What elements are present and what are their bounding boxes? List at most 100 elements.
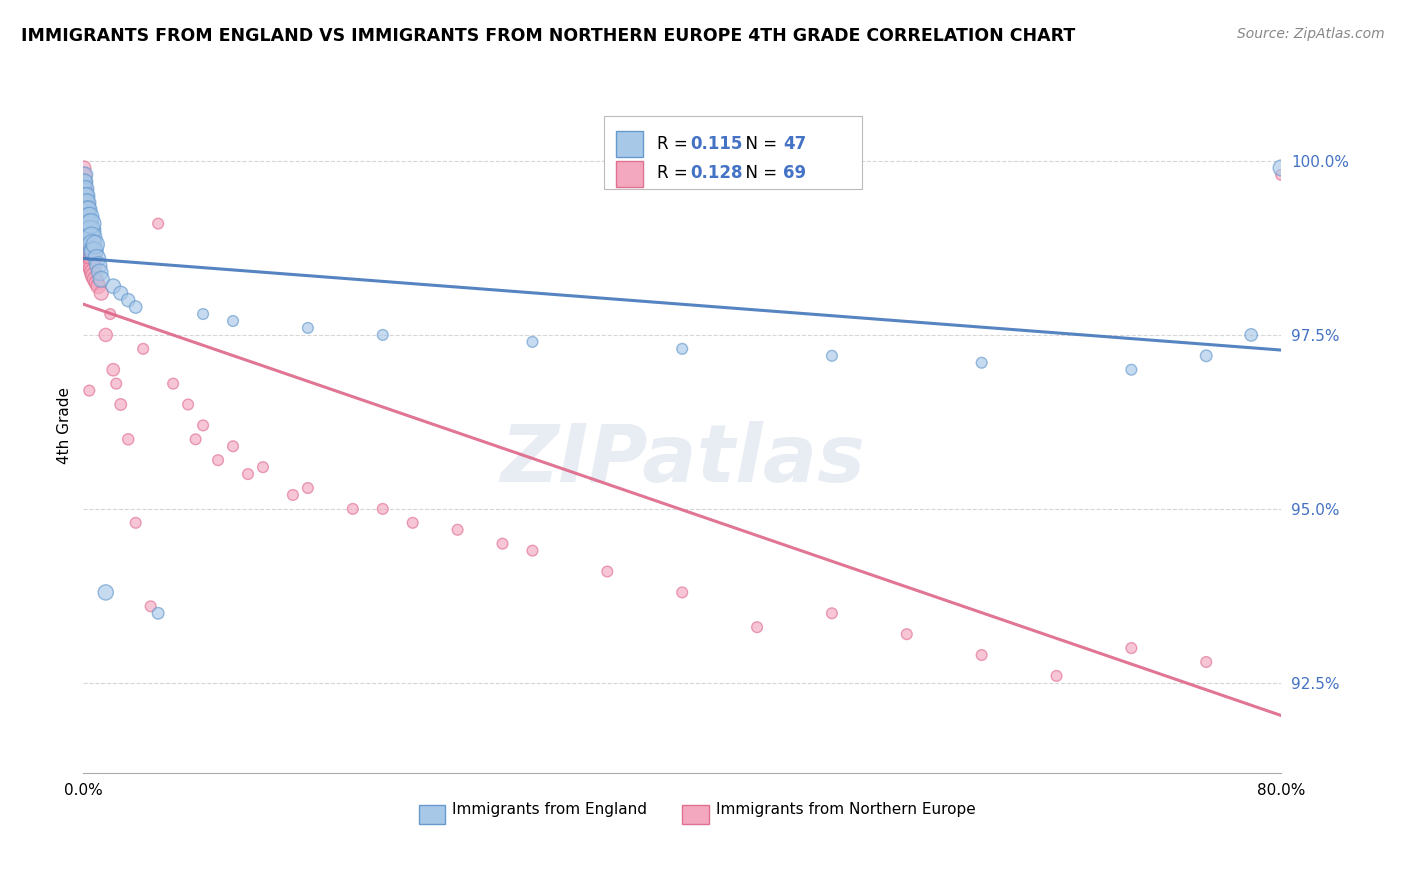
- Point: [77, 237, 100, 252]
- Point: [84, 237, 107, 252]
- Point: [76, 195, 98, 210]
- Point: [105, 376, 128, 391]
- Text: R =: R =: [657, 164, 693, 183]
- Point: [103, 362, 125, 376]
- FancyBboxPatch shape: [682, 805, 709, 824]
- Point: [745, 620, 768, 634]
- Point: [90, 286, 112, 301]
- Point: [75, 210, 97, 224]
- Point: [77, 234, 100, 248]
- Point: [522, 543, 544, 558]
- Point: [177, 397, 200, 411]
- Point: [79, 248, 101, 262]
- Point: [73, 175, 96, 189]
- Point: [94, 585, 117, 599]
- Point: [98, 307, 121, 321]
- Point: [402, 516, 425, 530]
- Text: 69: 69: [783, 164, 806, 183]
- Point: [76, 217, 98, 231]
- Point: [77, 217, 100, 231]
- Point: [76, 213, 98, 227]
- Point: [77, 217, 100, 231]
- Point: [75, 206, 97, 220]
- Point: [191, 307, 214, 321]
- Point: [79, 244, 101, 259]
- Point: [87, 258, 110, 272]
- Text: ZIPatlas: ZIPatlas: [499, 421, 865, 500]
- Point: [110, 286, 132, 301]
- Point: [970, 356, 993, 370]
- FancyBboxPatch shape: [605, 116, 862, 189]
- Point: [79, 210, 101, 224]
- Point: [80, 217, 103, 231]
- Point: [222, 314, 245, 328]
- Point: [77, 384, 100, 398]
- Point: [90, 272, 112, 286]
- Point: [103, 279, 125, 293]
- Point: [82, 261, 104, 276]
- Point: [970, 648, 993, 662]
- Point: [75, 188, 97, 202]
- Point: [1240, 327, 1263, 342]
- Point: [77, 227, 100, 241]
- Point: [146, 607, 169, 621]
- Point: [75, 182, 97, 196]
- Point: [297, 481, 319, 495]
- Point: [80, 258, 103, 272]
- Point: [75, 202, 97, 217]
- Point: [821, 349, 844, 363]
- Point: [83, 244, 105, 259]
- Point: [75, 175, 97, 189]
- Text: N =: N =: [735, 135, 782, 153]
- Point: [84, 272, 107, 286]
- Point: [79, 241, 101, 255]
- Y-axis label: 4th Grade: 4th Grade: [58, 387, 72, 464]
- Point: [73, 182, 96, 196]
- Point: [77, 252, 100, 266]
- Point: [371, 327, 394, 342]
- Point: [671, 585, 693, 599]
- FancyBboxPatch shape: [419, 805, 446, 824]
- Point: [522, 334, 544, 349]
- Point: [446, 523, 468, 537]
- Point: [80, 223, 103, 237]
- Point: [252, 460, 274, 475]
- Text: IMMIGRANTS FROM ENGLAND VS IMMIGRANTS FROM NORTHERN EUROPE 4TH GRADE CORRELATION: IMMIGRANTS FROM ENGLAND VS IMMIGRANTS FR…: [21, 27, 1076, 45]
- Point: [1045, 669, 1067, 683]
- Point: [75, 188, 97, 202]
- Text: 47: 47: [783, 135, 806, 153]
- Point: [110, 397, 132, 411]
- Point: [76, 188, 98, 202]
- Point: [73, 161, 96, 175]
- Point: [80, 230, 103, 244]
- Point: [297, 321, 319, 335]
- Point: [1270, 161, 1292, 175]
- Point: [1270, 168, 1292, 182]
- Point: [207, 453, 229, 467]
- Text: 0.115: 0.115: [690, 135, 742, 153]
- Point: [76, 210, 98, 224]
- Text: 0.128: 0.128: [690, 164, 744, 183]
- Point: [371, 502, 394, 516]
- Point: [87, 279, 110, 293]
- Point: [1121, 641, 1143, 656]
- Point: [76, 202, 98, 217]
- Point: [117, 432, 139, 446]
- Point: [73, 168, 96, 182]
- Point: [79, 230, 101, 244]
- Point: [139, 599, 162, 614]
- Point: [281, 488, 304, 502]
- Point: [342, 502, 364, 516]
- Point: [117, 293, 139, 307]
- Point: [1195, 655, 1218, 669]
- Point: [80, 252, 103, 266]
- Point: [76, 223, 98, 237]
- Point: [77, 223, 100, 237]
- Point: [236, 467, 259, 482]
- Point: [146, 217, 169, 231]
- Point: [80, 255, 103, 269]
- FancyBboxPatch shape: [616, 131, 643, 158]
- Point: [896, 627, 918, 641]
- Text: Source: ZipAtlas.com: Source: ZipAtlas.com: [1237, 27, 1385, 41]
- Point: [1121, 362, 1143, 376]
